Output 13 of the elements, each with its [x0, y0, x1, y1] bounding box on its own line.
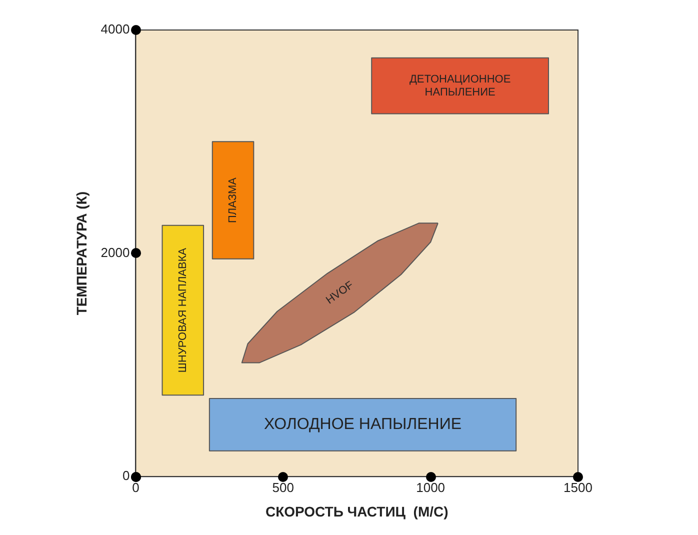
series-label: ХОЛОДНОЕ НАПЫЛЕНИЕ	[264, 416, 462, 434]
x-tick-label: 1000	[416, 480, 446, 495]
series-label: ШНУРОВАЯ НАПЛАВКА	[176, 247, 189, 373]
y-tick-label: 4000	[100, 22, 130, 37]
x-tick-label: 0	[132, 480, 140, 495]
y-tick-label: 0	[122, 468, 130, 484]
y-tick-label: 2000	[100, 244, 130, 260]
series-label: ДЕТОНАЦИОННОЕ НАПЫЛЕНИЕ	[409, 73, 511, 98]
series-label: ПЛАЗМА	[227, 176, 240, 224]
y-axis-title: ТЕМПЕРАТУРА (К)	[73, 191, 90, 316]
x-axis-title: СКОРОСТЬ ЧАСТИЦ (М/С)	[265, 503, 448, 520]
x-tick-label: 500	[272, 480, 294, 495]
x-tick-label: 1500	[564, 480, 592, 495]
